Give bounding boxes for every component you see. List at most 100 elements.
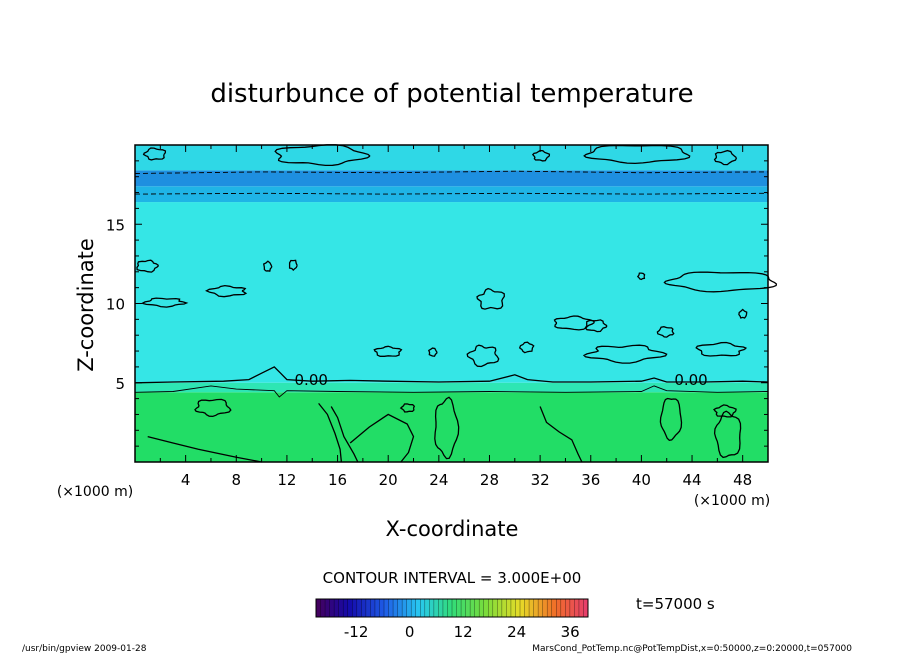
colorbar-segment [361, 599, 367, 617]
contour-line [330, 406, 359, 463]
colorbar-segment [533, 599, 539, 617]
colorbar-segment [465, 599, 471, 617]
colorbar-tick-label: -12 [344, 623, 369, 641]
contour-line [134, 385, 769, 398]
colorbar-segment [551, 599, 557, 617]
x-tick-label: 32 [531, 471, 550, 489]
contour-line [147, 435, 262, 463]
colorbar-segment [456, 599, 462, 617]
contour-line [262, 260, 273, 272]
x-tick-label: 12 [277, 471, 296, 489]
contour-line [476, 287, 505, 310]
contour-line [539, 406, 583, 463]
x-tick-label: 36 [581, 471, 600, 489]
x-axis-ticks: 4 8 12 16 20 24 28 32 36 40 44 48 [159, 145, 752, 489]
colorbar-segment [338, 599, 344, 617]
footer-right: MarsCond_PotTemp.nc@PotTempDist,x=0:5000… [532, 644, 852, 654]
x-tick-label: 20 [379, 471, 398, 489]
contour-label-zero: 0.00 [674, 371, 707, 389]
colorbar-segment [334, 599, 340, 617]
colorbar-segment [356, 599, 362, 617]
contour-line [695, 341, 748, 357]
colorbar-segment [365, 599, 371, 617]
x-axis-label: X-coordinate [386, 517, 519, 541]
colorbar-segment [438, 599, 444, 617]
contour-line [205, 284, 248, 298]
colorbar-segment [538, 599, 544, 617]
x-tick-label: 8 [232, 471, 242, 489]
x-tick-label: 40 [632, 471, 651, 489]
x-tick-label: 16 [328, 471, 347, 489]
colorbar-segment [524, 599, 530, 617]
colorbar-segment [461, 599, 466, 617]
contour-line [318, 402, 343, 463]
y-axis-unit: (×1000 m) [694, 493, 770, 509]
colorbar-segment [506, 599, 512, 617]
contour-line [288, 259, 298, 272]
colorbar-segment [424, 599, 430, 617]
colorbar-tick-label: 0 [405, 623, 415, 641]
chart-title: disturbunce of potential temperature [210, 79, 693, 109]
colorbar-segment [393, 599, 398, 617]
shaded-layer [135, 202, 768, 383]
contour-line [659, 397, 683, 441]
contour-line [134, 170, 769, 174]
contour-line [553, 315, 595, 331]
shaded-layer [135, 145, 768, 171]
colorbar-segment [402, 599, 408, 617]
colorbar-segment [560, 599, 566, 617]
contour-label-zero: 0.00 [295, 371, 328, 389]
colorbar-segment [316, 599, 321, 617]
colorbar-segment [433, 599, 439, 617]
contour-line [428, 347, 438, 357]
colorbar-tick-label: 12 [454, 623, 473, 641]
y-axis-label: Z-coordinate [74, 238, 98, 372]
contour-line [399, 403, 416, 413]
colorbar-tick-label: 36 [561, 623, 580, 641]
contour-line [349, 413, 415, 463]
colorbar-segment [370, 599, 376, 617]
colorbar-segment [542, 599, 548, 617]
colorbar-frame [315, 598, 589, 618]
shaded-layers [135, 145, 768, 462]
colorbar-segment [447, 599, 453, 617]
contour-line [466, 344, 500, 368]
contour-line [140, 297, 189, 308]
contour-line [518, 341, 535, 354]
colorbar-segment [347, 599, 353, 617]
x-tick-label: 24 [429, 471, 448, 489]
shaded-layer [135, 382, 768, 393]
contour-line [194, 398, 232, 418]
colorbar-segment [520, 599, 525, 617]
contour-line [134, 366, 769, 384]
contour-interval-label: CONTOUR INTERVAL = 3.000E+00 [323, 569, 582, 587]
colorbar-segment [420, 599, 426, 617]
colorbar-segment [569, 599, 575, 617]
colorbar-segment [479, 599, 485, 617]
contour-line [584, 319, 608, 333]
colorbar-segment [488, 599, 494, 617]
colorbar-segment [452, 599, 457, 617]
colorbar-segment [429, 599, 435, 617]
colorbar-segment [474, 599, 480, 617]
colorbar-segment [556, 599, 562, 617]
colorbar-segment [583, 599, 589, 617]
colorbar-segment [501, 599, 507, 617]
contour-line [663, 271, 778, 293]
contour-line [636, 272, 646, 281]
colorbar-segment [374, 599, 380, 617]
contour-line [136, 259, 160, 273]
colorbar-segment [325, 599, 330, 617]
contour-line [531, 149, 551, 162]
colorbar-segment [406, 599, 412, 617]
contour-line [713, 404, 737, 418]
y-tick-label: 5 [115, 375, 125, 393]
x-tick-label: 44 [682, 471, 701, 489]
x-tick-label: 48 [733, 471, 752, 489]
colorbar-segment [529, 599, 534, 617]
y-tick-label: 15 [106, 216, 125, 234]
colorbar-segment [497, 599, 503, 617]
colorbar-ticks: -12 0 12 24 36 [344, 623, 580, 641]
contour-line [656, 326, 675, 338]
